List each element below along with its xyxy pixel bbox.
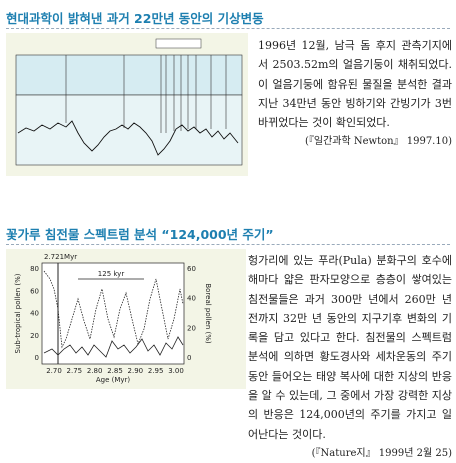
y2-axis-label: Boreal pollen (%) — [204, 283, 212, 344]
paragraph-text: 1996년 12월, 남극 돔 후지 관측기지에서 2503.52m의 얼음기둥… — [258, 39, 452, 130]
x-tick-label: 2.70 — [46, 367, 62, 375]
y-tick-label: 20 — [30, 332, 39, 340]
x-tick-label: 2.75 — [67, 367, 83, 375]
y-tick-label: 60 — [30, 287, 39, 295]
heading: 꽃가루 침전물 스펙트럼 분석 “124,000년 주기” — [6, 227, 274, 242]
x-tick-label: 2.95 — [148, 367, 164, 375]
page: 현대과학이 밝혀낸 과거 22만년 동안의 기상변동 1996년 12월, 남극… — [6, 11, 452, 459]
y2-tick-label: 60 — [187, 265, 196, 273]
x-tick-label: 2.80 — [87, 367, 103, 375]
paragraph: 헝가리에 있는 푸라(Pula) 분화구의 호수에 해마다 얇은 판자모양으로 … — [248, 251, 452, 463]
heading: 현대과학이 밝혀낸 과거 22만년 동안의 기상변동 — [6, 11, 264, 26]
divider — [6, 28, 450, 29]
x-tick-label: 2.90 — [128, 367, 144, 375]
y2-tick-label: 40 — [187, 295, 196, 303]
citation: (『일간과학 Newton』 1997.10) — [304, 136, 452, 148]
x-tick-label: 2.85 — [107, 367, 123, 375]
y-tick-label: 80 — [30, 265, 39, 273]
divider — [6, 244, 450, 245]
paragraph-text: 헝가리에 있는 푸라(Pula) 분화구의 호수에 해마다 얇은 판자모양으로 … — [248, 254, 452, 441]
event-lines — [65, 55, 227, 133]
paragraph: 1996년 12월, 남극 돔 후지 관측기지에서 2503.52m의 얼음기둥… — [258, 36, 452, 152]
y-tick-label: 40 — [30, 310, 39, 318]
citation: (『Nature지』 1999년 2월 25) — [311, 447, 452, 459]
plot-area — [41, 262, 185, 365]
y2-tick-label: 0 — [187, 354, 191, 362]
temperature-curve — [17, 120, 239, 156]
pollen-figure: 2.721Myr 125 kyr 2.70 2.75 2.80 2.85 2.90 2.95 3… — [6, 249, 246, 389]
period-label: 125 kyr — [98, 270, 125, 278]
y-axis-label: Sub-tropical pollen (%) — [14, 273, 22, 353]
x-axis-label: Age (Myr) — [96, 376, 131, 384]
y2-tick-label: 20 — [187, 324, 196, 332]
subtropical-curve — [43, 336, 184, 358]
lower-band — [15, 94, 243, 166]
y-tick-label: 0 — [35, 354, 39, 362]
label-box — [155, 38, 202, 49]
marker-label: 2.721Myr — [44, 253, 77, 261]
x-tick-label: 3.00 — [168, 367, 184, 375]
ice-core-figure — [6, 33, 248, 176]
upper-band — [15, 54, 243, 96]
